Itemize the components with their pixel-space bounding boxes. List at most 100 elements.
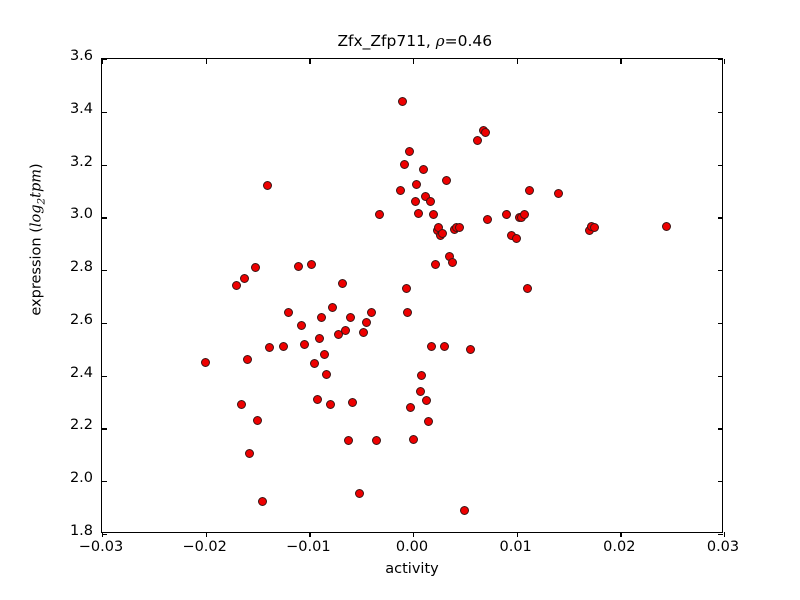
scatter-point <box>408 434 418 444</box>
y-axis-tick-right <box>718 428 723 430</box>
x-axis-tick-label: 0.01 <box>499 539 532 555</box>
y-axis-tick-right <box>718 164 723 166</box>
y-axis-tick-right <box>718 534 723 536</box>
y-axis-label-tpm: tpm <box>28 168 45 198</box>
y-axis-label-log: log <box>28 204 45 228</box>
plot-axes-frame <box>101 58 726 537</box>
x-axis-tick-label: 0.00 <box>395 539 429 555</box>
scatter-point <box>296 321 306 331</box>
scatter-point <box>421 396 431 406</box>
x-axis-tick-label: 0.02 <box>603 539 636 555</box>
scatter-point <box>315 334 325 344</box>
scatter-point <box>524 186 534 196</box>
x-axis-label: activity <box>385 561 439 577</box>
y-axis-label: expression (log2tpm) <box>29 109 48 369</box>
y-axis-tick-label: 2.6 <box>69 311 93 328</box>
scatter-point <box>265 343 275 353</box>
scatter-point <box>333 330 343 340</box>
y-axis-tick-label: 2.2 <box>69 417 93 434</box>
scatter-point <box>306 260 316 270</box>
scatter-point <box>375 210 385 220</box>
scatter-point <box>431 260 441 270</box>
y-axis-tick <box>102 481 107 483</box>
title-line-1-prefix: Zfx_Zfp711, <box>337 32 436 50</box>
scatter-point <box>258 496 268 506</box>
scatter-point <box>481 128 491 138</box>
scatter-point <box>325 400 335 410</box>
scatter-point <box>426 197 436 206</box>
scatter-point <box>278 342 288 352</box>
y-axis-tick-label: 1.8 <box>69 523 93 539</box>
x-axis-tick-top <box>724 59 726 64</box>
scatter-point <box>237 400 247 410</box>
x-axis-tick-top <box>102 59 104 64</box>
scatter-point <box>232 281 242 291</box>
scatter-point <box>420 191 430 201</box>
y-axis-tick-right <box>718 375 723 377</box>
scatter-point <box>396 186 406 196</box>
scatter-point <box>313 394 323 404</box>
scatter-point <box>253 416 262 426</box>
y-axis-tick-right <box>718 217 723 219</box>
scatter-point <box>327 302 337 312</box>
y-axis-tick-label: 2.8 <box>69 259 93 276</box>
x-axis-tick-label: 0.03 <box>706 539 740 555</box>
scatter-point <box>455 223 465 233</box>
scatter-point <box>344 435 354 445</box>
scatter-point <box>398 96 408 106</box>
title-line-1: Zfx_Zfp711, ρ=0.46 <box>0 8 800 74</box>
y-axis-tick <box>102 59 107 61</box>
scatter-point <box>406 402 416 412</box>
scatter-point <box>320 350 330 360</box>
scatter-point <box>310 359 320 369</box>
scatter-point <box>512 233 522 243</box>
scatter-point <box>284 307 294 317</box>
y-axis-tick-right <box>718 481 723 483</box>
scatter-point <box>447 257 457 267</box>
scatter-point <box>239 273 249 283</box>
y-axis-tick-label: 3.0 <box>69 206 93 223</box>
scatter-point <box>294 261 304 271</box>
scatter-point <box>427 342 437 352</box>
scatter-point <box>411 179 421 189</box>
y-axis-label-prefix: expression ( <box>28 227 45 316</box>
scatter-point <box>662 222 672 232</box>
scatter-point <box>338 278 347 288</box>
y-axis-tick <box>102 534 107 536</box>
scatter-point <box>317 313 327 323</box>
scatter-point <box>403 307 413 317</box>
scatter-point <box>439 342 449 352</box>
scatter-point <box>367 307 377 317</box>
scatter-point <box>244 449 254 458</box>
rho-symbol: ρ <box>435 32 445 50</box>
scatter-point <box>472 136 482 146</box>
scatter-point <box>553 189 563 199</box>
scatter-point <box>242 355 252 365</box>
scatter-point <box>429 210 439 220</box>
x-axis-tick <box>309 532 311 537</box>
scatter-point <box>413 208 423 218</box>
y-axis-tick-right <box>718 270 723 272</box>
x-axis-tick-top <box>620 59 622 64</box>
x-axis-tick <box>516 532 518 537</box>
x-axis-tick <box>620 532 622 537</box>
scatter-point <box>358 327 368 337</box>
scatter-point <box>465 344 475 354</box>
scatter-point <box>437 228 447 238</box>
x-axis-tick-top <box>205 59 207 64</box>
scatter-point <box>416 371 426 381</box>
scatter-point <box>410 197 420 206</box>
scatter-point <box>418 165 428 175</box>
scatter-point <box>415 387 425 396</box>
y-axis-tick-label: 3.2 <box>69 153 93 170</box>
y-axis-tick <box>102 428 107 430</box>
scatter-point <box>201 357 211 367</box>
scatter-point <box>341 326 351 336</box>
scatter-point <box>441 175 451 185</box>
scatter-point <box>483 215 493 225</box>
scatter-point <box>424 417 434 427</box>
scatter-point <box>501 210 511 220</box>
scatter-point <box>405 146 415 156</box>
y-axis-label-suffix: ) <box>28 163 45 169</box>
